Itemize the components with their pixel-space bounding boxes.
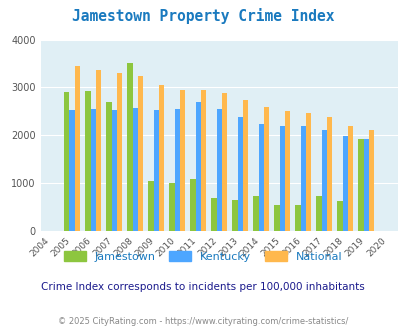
Bar — [321, 130, 326, 231]
Bar — [153, 110, 158, 231]
Bar — [90, 110, 96, 231]
Bar — [237, 117, 242, 231]
Bar — [368, 130, 373, 231]
Bar — [326, 116, 331, 231]
Bar — [117, 73, 122, 231]
Bar — [232, 200, 237, 231]
Bar — [148, 181, 153, 231]
Bar — [363, 139, 368, 231]
Text: © 2025 CityRating.com - https://www.cityrating.com/crime-statistics/: © 2025 CityRating.com - https://www.city… — [58, 317, 347, 326]
Bar — [137, 76, 143, 231]
Bar — [190, 179, 195, 231]
Bar — [242, 100, 247, 231]
Bar — [221, 93, 226, 231]
Bar — [263, 107, 269, 231]
Bar — [158, 84, 164, 231]
Bar — [200, 90, 206, 231]
Bar — [195, 102, 200, 231]
Bar — [64, 92, 69, 231]
Bar — [96, 70, 101, 231]
Bar — [179, 90, 185, 231]
Bar — [169, 183, 174, 231]
Bar — [127, 63, 132, 231]
Bar — [342, 136, 347, 231]
Bar — [337, 201, 342, 231]
Bar — [305, 113, 310, 231]
Bar — [253, 196, 258, 231]
Bar — [132, 108, 137, 231]
Bar — [174, 109, 179, 231]
Text: Crime Index corresponds to incidents per 100,000 inhabitants: Crime Index corresponds to incidents per… — [41, 282, 364, 292]
Bar — [284, 111, 290, 231]
Bar — [279, 126, 284, 231]
Bar — [69, 110, 75, 231]
Bar — [216, 109, 221, 231]
Bar — [111, 110, 117, 231]
Bar — [300, 126, 305, 231]
Text: Jamestown Property Crime Index: Jamestown Property Crime Index — [72, 8, 333, 24]
Bar — [274, 205, 279, 231]
Legend: Jamestown, Kentucky, National: Jamestown, Kentucky, National — [59, 247, 346, 266]
Bar — [358, 139, 363, 231]
Bar — [75, 66, 80, 231]
Bar — [211, 197, 216, 231]
Bar — [85, 91, 90, 231]
Bar — [106, 102, 111, 231]
Bar — [295, 205, 300, 231]
Bar — [347, 126, 352, 231]
Bar — [315, 196, 321, 231]
Bar — [258, 124, 263, 231]
